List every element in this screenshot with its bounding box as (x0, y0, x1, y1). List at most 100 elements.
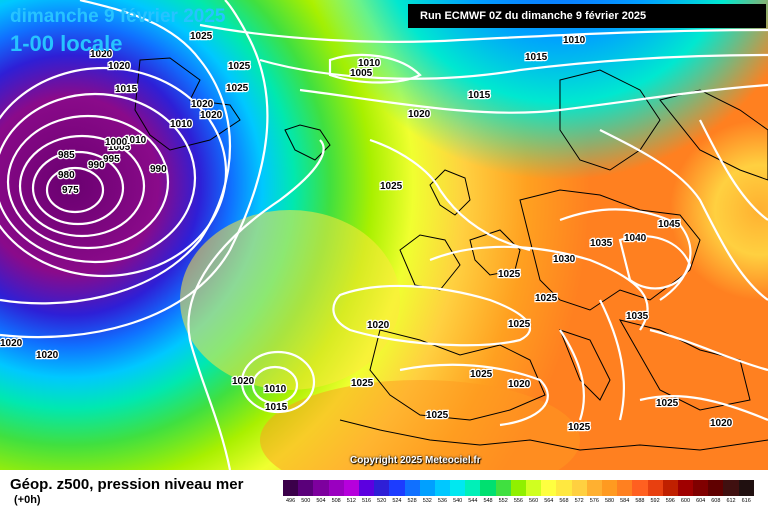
color-scale: 496 500 504 508 512 516 520 524 528 532 536 540 544 5… (283, 480, 754, 508)
scale-cell: 552 (495, 480, 511, 508)
scale-cell: 524 (389, 480, 405, 508)
pressure-label: 1010 (563, 35, 586, 46)
scale-tick-label: 500 (301, 498, 311, 504)
scale-cell: 608 (708, 480, 724, 508)
pressure-label: 1005 (350, 68, 373, 79)
scale-tick-label: 532 (422, 498, 432, 504)
scale-cell: 540 (450, 480, 466, 508)
pressure-label: 1015 (115, 84, 138, 95)
legend-title: Géop. z500, pression niveau mer (10, 476, 244, 493)
pressure-label: 1020 (508, 379, 531, 390)
scale-cell: 564 (541, 480, 557, 508)
scale-swatch (283, 480, 299, 496)
scale-cell: 504 (313, 480, 329, 508)
pressure-label: 1045 (658, 219, 681, 230)
pressure-label: 1020 (200, 110, 223, 121)
scale-tick-label: 604 (696, 498, 706, 504)
scale-cell: 532 (419, 480, 435, 508)
scale-swatch (662, 480, 678, 496)
scale-tick-label: 520 (377, 498, 387, 504)
scale-swatch (465, 480, 481, 496)
pressure-label: 1020 (36, 350, 59, 361)
scale-tick-label: 540 (453, 498, 463, 504)
pressure-label: 1035 (590, 238, 613, 249)
scale-tick-label: 544 (468, 498, 478, 504)
pressure-label: 1025 (498, 269, 521, 280)
scale-tick-label: 548 (483, 498, 493, 504)
pressure-label: 1025 (568, 422, 591, 433)
pressure-label: 1035 (626, 311, 649, 322)
scale-cell: 560 (526, 480, 542, 508)
scale-swatch (541, 480, 557, 496)
pressure-label: 1020 (90, 49, 113, 60)
scale-swatch (693, 480, 709, 496)
scale-swatch (526, 480, 542, 496)
pressure-label: 1020 (232, 376, 255, 387)
scale-tick-label: 600 (680, 498, 691, 504)
legend-bar: Géop. z500, pression niveau mer (+0h) 49… (0, 470, 768, 512)
scale-swatch (298, 480, 314, 496)
scale-swatch (480, 480, 496, 496)
scale-swatch (647, 480, 663, 496)
pressure-label: 1025 (380, 181, 403, 192)
run-banner: Run ECMWF 0Z du dimanche 9 février 2025 (408, 4, 766, 28)
scale-cell: 572 (571, 480, 587, 508)
scale-cell: 612 (723, 480, 739, 508)
scale-tick-label: 568 (559, 498, 569, 504)
scale-cell: 508 (328, 480, 344, 508)
scale-swatch (632, 480, 648, 496)
pressure-label: 980 (58, 170, 75, 181)
forecast-local-time: 1-00 locale (10, 31, 123, 56)
pressure-label: 1025 (508, 319, 531, 330)
pressure-label: 1015 (265, 402, 288, 413)
scale-swatch (571, 480, 587, 496)
pressure-label: 985 (58, 150, 75, 161)
scale-cell: 596 (662, 480, 678, 508)
scale-tick-label: 560 (529, 498, 539, 504)
scale-cell: 580 (601, 480, 618, 508)
scale-cell: 616 (738, 480, 754, 508)
pressure-label: 995 (103, 154, 120, 165)
scale-tick-label: 564 (544, 498, 554, 504)
scale-swatch (450, 480, 466, 496)
pressure-label: 1020 (367, 320, 390, 331)
pressure-label: 1010 (358, 58, 381, 69)
scale-cell: 496 (283, 480, 299, 508)
weather-map: 1025 1020 1020 1025 1015 1025 1020 1020 … (0, 0, 768, 470)
scale-swatch (389, 480, 405, 496)
scale-tick-label: 608 (711, 498, 721, 504)
scale-tick-label: 536 (437, 498, 448, 504)
scale-swatch (358, 480, 375, 496)
pressure-label: 1040 (624, 233, 647, 244)
pressure-label: 1020 (0, 338, 23, 349)
pressure-label: 1030 (553, 254, 576, 265)
scale-swatch (510, 480, 526, 496)
forecast-date: dimanche 9 février 2025 (10, 6, 226, 27)
pressure-label: 975 (62, 185, 79, 196)
scale-swatch (586, 480, 602, 496)
pressure-label: 1015 (468, 90, 491, 101)
pressure-label: 1010 (264, 384, 287, 395)
scale-swatch (556, 480, 572, 496)
pressure-label: 1010 (124, 135, 147, 146)
scale-tick-label: 552 (498, 498, 508, 504)
pressure-label: 1025 (190, 31, 213, 42)
pressure-label: 1000 (105, 137, 128, 148)
scale-swatch (313, 480, 329, 496)
pressure-label: 990 (88, 160, 105, 171)
pressure-label: 1020 (710, 418, 733, 429)
pressure-label: 1025 (226, 83, 249, 94)
scale-cell: 548 (480, 480, 496, 508)
coastlines (134, 57, 768, 451)
scale-tick-label: 572 (574, 498, 584, 504)
scale-tick-label: 612 (726, 498, 736, 504)
scale-tick-label: 512 (346, 498, 356, 504)
scale-swatch (617, 480, 633, 496)
pressure-label: 1015 (525, 52, 548, 63)
scale-cell: 520 (374, 480, 390, 508)
scale-cell: 604 (693, 480, 709, 508)
scale-tick-label: 556 (513, 498, 523, 504)
map-canvas: 1025 1020 1020 1025 1015 1025 1020 1020 … (0, 0, 768, 470)
scale-cell: 568 (556, 480, 572, 508)
pressure-labels: 1025 1020 1020 1025 1015 1025 1020 1020 … (0, 30, 734, 435)
